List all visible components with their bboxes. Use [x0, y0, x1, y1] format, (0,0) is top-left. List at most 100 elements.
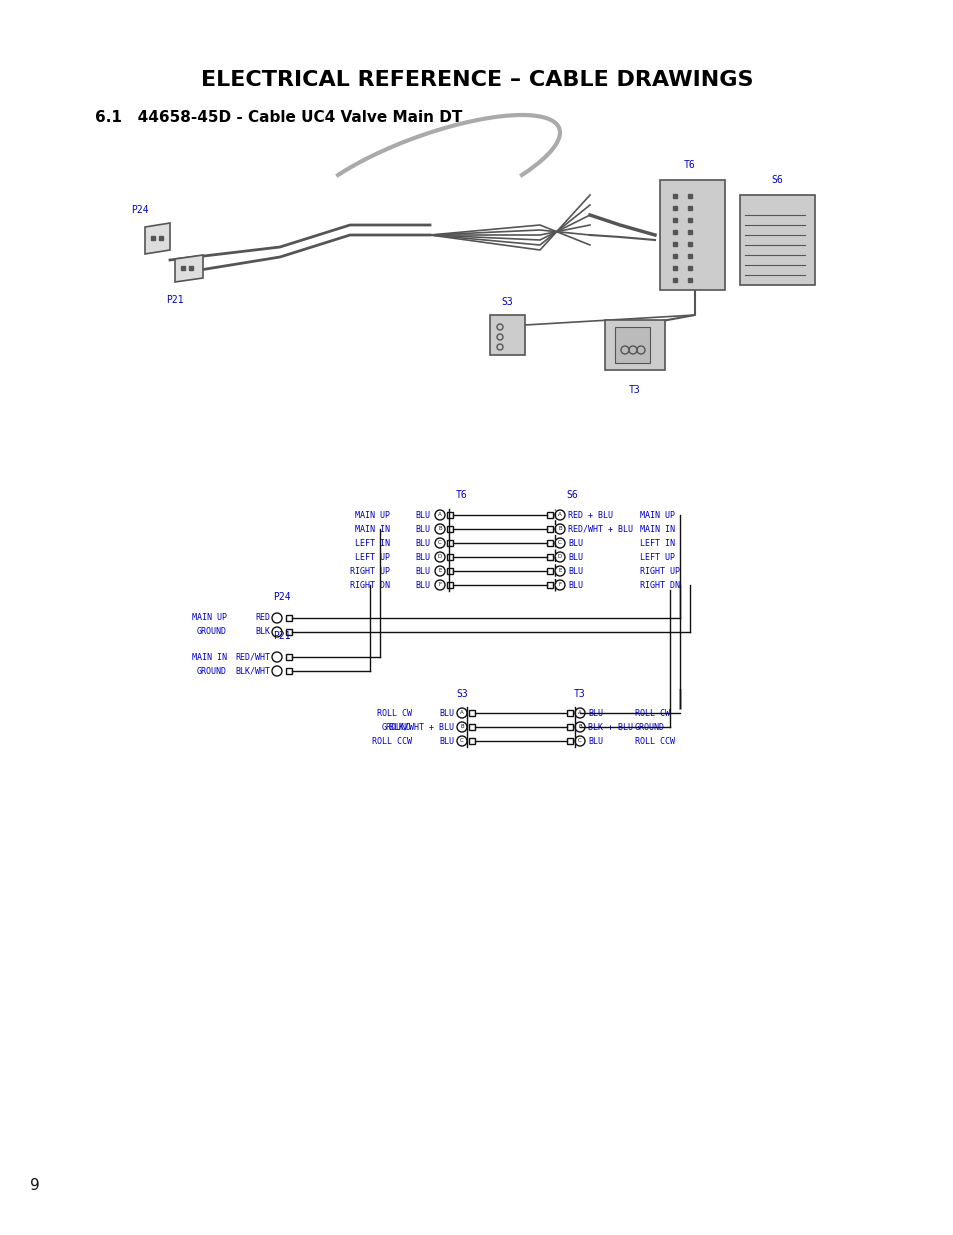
Bar: [469, 710, 475, 716]
Text: C: C: [578, 739, 581, 743]
Text: BLK/WHT: BLK/WHT: [234, 667, 270, 676]
Text: ROLL CW: ROLL CW: [376, 709, 412, 718]
Text: BLU: BLU: [567, 567, 582, 576]
Text: E: E: [437, 568, 441, 573]
Bar: [546, 568, 553, 574]
Text: A: A: [558, 513, 561, 517]
Text: BLK + BLU: BLK + BLU: [587, 722, 633, 731]
Text: RED/WHT: RED/WHT: [234, 652, 270, 662]
Bar: [469, 724, 475, 730]
Text: ROLL CCW: ROLL CCW: [372, 736, 412, 746]
Text: GROUND: GROUND: [196, 667, 227, 676]
Text: S3: S3: [500, 296, 513, 308]
Bar: [740, 195, 814, 285]
Text: T6: T6: [683, 161, 695, 170]
Text: T3: T3: [574, 689, 585, 699]
Text: 9: 9: [30, 1177, 40, 1193]
Bar: [659, 180, 724, 290]
Text: T6: T6: [456, 490, 467, 500]
Text: T3: T3: [628, 385, 640, 395]
Text: GROUND: GROUND: [196, 627, 227, 636]
Text: S6: S6: [770, 175, 782, 185]
Bar: [286, 615, 292, 621]
Text: BLU: BLU: [567, 580, 582, 589]
Text: ROLL CW: ROLL CW: [635, 709, 669, 718]
Text: A: A: [459, 710, 463, 715]
Bar: [447, 582, 453, 588]
Text: RIGHT DN: RIGHT DN: [350, 580, 390, 589]
Text: MAIN IN: MAIN IN: [355, 525, 390, 534]
Text: B: B: [578, 725, 581, 730]
Bar: [546, 513, 553, 517]
Bar: [286, 655, 292, 659]
Text: B: B: [437, 526, 441, 531]
Text: LEFT UP: LEFT UP: [639, 552, 675, 562]
Text: 6.1   44658-45D - Cable UC4 Valve Main DT: 6.1 44658-45D - Cable UC4 Valve Main DT: [95, 110, 462, 125]
Text: P24: P24: [273, 592, 291, 601]
Bar: [615, 327, 649, 363]
Bar: [286, 629, 292, 635]
Text: RED/WHT + BLU: RED/WHT + BLU: [567, 525, 633, 534]
Text: C: C: [558, 541, 561, 546]
Text: BLU: BLU: [415, 538, 430, 547]
Text: RED: RED: [254, 614, 270, 622]
Text: BLU: BLU: [587, 736, 602, 746]
Text: MAIN IN: MAIN IN: [192, 652, 227, 662]
Text: BLU: BLU: [438, 709, 454, 718]
Bar: [447, 568, 453, 574]
Text: B: B: [558, 526, 561, 531]
Text: RIGHT DN: RIGHT DN: [639, 580, 679, 589]
Text: BLU: BLU: [438, 736, 454, 746]
Text: BLU: BLU: [415, 567, 430, 576]
Bar: [604, 320, 664, 370]
Text: A: A: [578, 710, 581, 715]
Text: MAIN UP: MAIN UP: [192, 614, 227, 622]
Text: RED + BLU: RED + BLU: [567, 510, 613, 520]
Bar: [447, 555, 453, 559]
Text: P21: P21: [166, 295, 184, 305]
Bar: [447, 540, 453, 546]
Text: BLU: BLU: [415, 525, 430, 534]
Bar: [447, 513, 453, 517]
Bar: [490, 315, 524, 354]
Bar: [546, 526, 553, 532]
Text: ELECTRICAL REFERENCE – CABLE DRAWINGS: ELECTRICAL REFERENCE – CABLE DRAWINGS: [200, 70, 753, 90]
Text: MAIN UP: MAIN UP: [639, 510, 675, 520]
Bar: [566, 739, 573, 743]
Text: GROUND: GROUND: [381, 722, 412, 731]
Text: BLK/WHT + BLU: BLK/WHT + BLU: [389, 722, 454, 731]
Bar: [566, 710, 573, 716]
Text: LEFT IN: LEFT IN: [355, 538, 390, 547]
Text: RIGHT UP: RIGHT UP: [350, 567, 390, 576]
Text: BLU: BLU: [415, 580, 430, 589]
Text: D: D: [437, 555, 441, 559]
Bar: [546, 555, 553, 559]
Text: S6: S6: [565, 490, 578, 500]
Text: D: D: [558, 555, 561, 559]
Text: BLK: BLK: [254, 627, 270, 636]
Text: RIGHT UP: RIGHT UP: [639, 567, 679, 576]
Text: BLU: BLU: [415, 552, 430, 562]
Bar: [286, 668, 292, 674]
Text: BLU: BLU: [567, 538, 582, 547]
Text: C: C: [459, 739, 463, 743]
Polygon shape: [145, 224, 170, 254]
Text: F: F: [438, 583, 441, 588]
Text: GROUND: GROUND: [635, 722, 664, 731]
Text: BLU: BLU: [567, 552, 582, 562]
Text: E: E: [558, 568, 561, 573]
Text: ROLL CCW: ROLL CCW: [635, 736, 675, 746]
Text: C: C: [437, 541, 441, 546]
Text: MAIN UP: MAIN UP: [355, 510, 390, 520]
Text: F: F: [558, 583, 561, 588]
Text: MAIN IN: MAIN IN: [639, 525, 675, 534]
Text: LEFT UP: LEFT UP: [355, 552, 390, 562]
Bar: [469, 739, 475, 743]
Bar: [546, 540, 553, 546]
Text: A: A: [437, 513, 441, 517]
Bar: [447, 526, 453, 532]
Text: BLU: BLU: [415, 510, 430, 520]
Text: P24: P24: [132, 205, 149, 215]
Text: B: B: [459, 725, 463, 730]
Bar: [566, 724, 573, 730]
